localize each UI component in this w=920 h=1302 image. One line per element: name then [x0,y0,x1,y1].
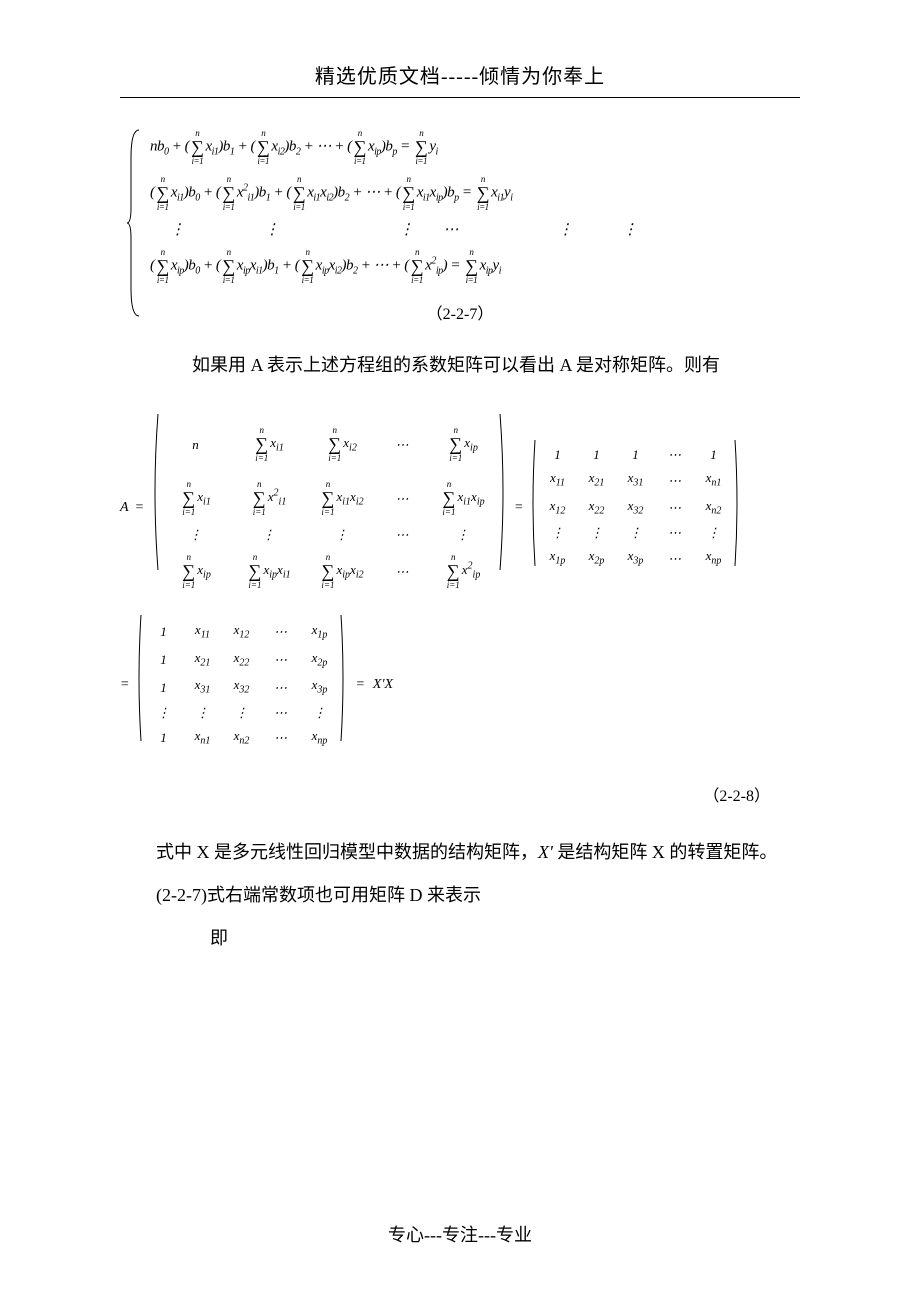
paren-right-icon [339,613,347,743]
eq1-row2: (n∑i=1xi1)b0 + (n∑i=1x2i1)b1 + (n∑i=1xi1… [150,174,800,212]
brace-left-icon [125,128,143,318]
paren-left-icon [150,412,160,572]
paragraph-4: 即 [120,917,800,960]
paren-right-icon [733,438,741,568]
page-footer: 专心---专注---专业 [0,1221,920,1247]
eq1-vdots: ⋮⋮⋮⋯⋮⋮ [150,220,800,239]
page-header: 精选优质文档-----倾情为你奉上 [120,60,800,98]
eq2-label: （2-2-8） [120,782,770,806]
paren-right-icon [498,412,508,572]
paragraph-2: 式中 X 是多元线性回归模型中数据的结构矩阵，X' 是结构矩阵 X 的转置矩阵。 [120,831,800,874]
paragraph-1: 如果用 A 表示上述方程组的系数矩阵可以看出 A 是对称矩阵。则有 [120,344,800,387]
paragraph-3: (2-2-7)式右端常数项也可用矩阵 D 来表示 [120,874,800,917]
matrix-A-block: A = n n∑i=1xi1 n∑i=1xi2 ⋯ n∑i=1xip n∑i=1… [120,412,800,756]
eq1-row1: nb0 + (n∑i=1xi1)b1 + (n∑i=1xi2)b2 + ⋯ + … [150,128,800,166]
eq1-label: （2-2-7） [120,300,800,324]
paren-left-icon [529,438,537,568]
eq1-row4: (n∑i=1xip)b0 + (n∑i=1xipxi1)b1 + (n∑i=1x… [150,247,800,285]
paren-left-icon [135,613,143,743]
equation-system-1: nb0 + (n∑i=1xi1)b1 + (n∑i=1xi2)b2 + ⋯ + … [120,128,800,285]
